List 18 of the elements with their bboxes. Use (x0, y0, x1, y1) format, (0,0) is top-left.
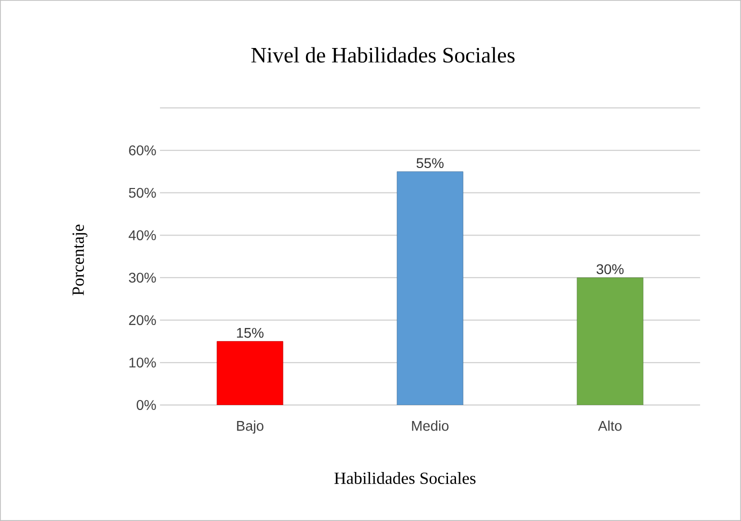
y-tick-label: 40% (128, 230, 156, 240)
data-label: 30% (596, 264, 624, 274)
data-label: 55% (416, 158, 444, 168)
y-tick-label: 50% (128, 188, 156, 198)
y-tick-label: 10% (129, 358, 156, 368)
bar (576, 278, 644, 406)
y-tick-label: 20% (129, 315, 156, 326)
y-tick-label: 60% (129, 145, 156, 156)
x-axis-title: Habilidades Sociales (334, 472, 476, 484)
chart-title: Nivel de Habilidades Sociales (251, 47, 515, 63)
y-tick-label: 0% (136, 400, 156, 410)
x-tick-label: Alto (598, 420, 622, 431)
y-axis-title: Porcentaje (72, 224, 88, 296)
bar (396, 171, 464, 406)
x-tick-label: Medio (412, 420, 448, 431)
y-tick-label: 30% (128, 272, 156, 283)
data-label: 15% (237, 328, 264, 338)
x-tick-label: Bajo (237, 420, 264, 434)
